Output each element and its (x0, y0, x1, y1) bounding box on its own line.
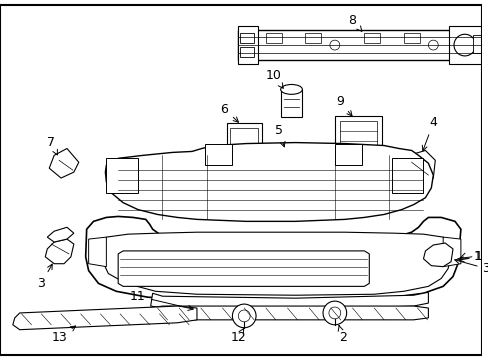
Text: 1: 1 (458, 250, 482, 263)
Circle shape (453, 34, 475, 56)
FancyBboxPatch shape (238, 30, 480, 60)
FancyBboxPatch shape (280, 89, 302, 117)
Text: 4: 4 (422, 116, 436, 151)
FancyBboxPatch shape (305, 33, 321, 43)
Text: 9: 9 (335, 95, 351, 116)
Polygon shape (13, 306, 197, 330)
Polygon shape (150, 292, 427, 310)
FancyBboxPatch shape (106, 158, 138, 193)
Text: 8: 8 (348, 14, 361, 31)
Text: 1: 1 (473, 250, 481, 263)
Polygon shape (149, 306, 427, 320)
Text: 2: 2 (338, 325, 346, 344)
Circle shape (323, 301, 346, 325)
Polygon shape (101, 232, 450, 295)
FancyBboxPatch shape (240, 33, 254, 43)
FancyBboxPatch shape (204, 144, 232, 165)
FancyBboxPatch shape (334, 116, 381, 153)
Circle shape (329, 40, 339, 50)
Polygon shape (423, 243, 452, 267)
FancyBboxPatch shape (472, 35, 482, 53)
Polygon shape (442, 237, 460, 267)
Text: 13: 13 (51, 326, 76, 344)
FancyBboxPatch shape (334, 144, 362, 165)
Text: 12: 12 (230, 328, 245, 344)
Text: 5: 5 (274, 124, 285, 147)
FancyBboxPatch shape (339, 121, 376, 148)
Polygon shape (105, 143, 432, 221)
Text: 3: 3 (454, 259, 488, 275)
Circle shape (328, 307, 340, 319)
Polygon shape (45, 239, 74, 264)
FancyBboxPatch shape (226, 123, 262, 157)
Polygon shape (118, 251, 368, 286)
FancyBboxPatch shape (240, 47, 254, 57)
Polygon shape (49, 148, 79, 178)
FancyBboxPatch shape (230, 128, 258, 152)
Circle shape (427, 40, 437, 50)
Circle shape (238, 310, 250, 322)
Circle shape (232, 304, 256, 328)
FancyBboxPatch shape (448, 26, 483, 64)
FancyBboxPatch shape (391, 158, 423, 193)
Text: 10: 10 (265, 69, 283, 88)
FancyBboxPatch shape (364, 33, 379, 43)
FancyBboxPatch shape (238, 26, 258, 64)
Polygon shape (405, 150, 434, 183)
Polygon shape (47, 227, 74, 242)
Text: 3: 3 (38, 264, 52, 290)
FancyBboxPatch shape (403, 33, 419, 43)
Polygon shape (88, 237, 106, 267)
Text: 7: 7 (47, 136, 57, 155)
Polygon shape (85, 216, 460, 301)
Text: 6: 6 (220, 103, 238, 122)
Text: 11: 11 (130, 290, 193, 310)
Ellipse shape (280, 85, 302, 94)
FancyBboxPatch shape (265, 33, 281, 43)
